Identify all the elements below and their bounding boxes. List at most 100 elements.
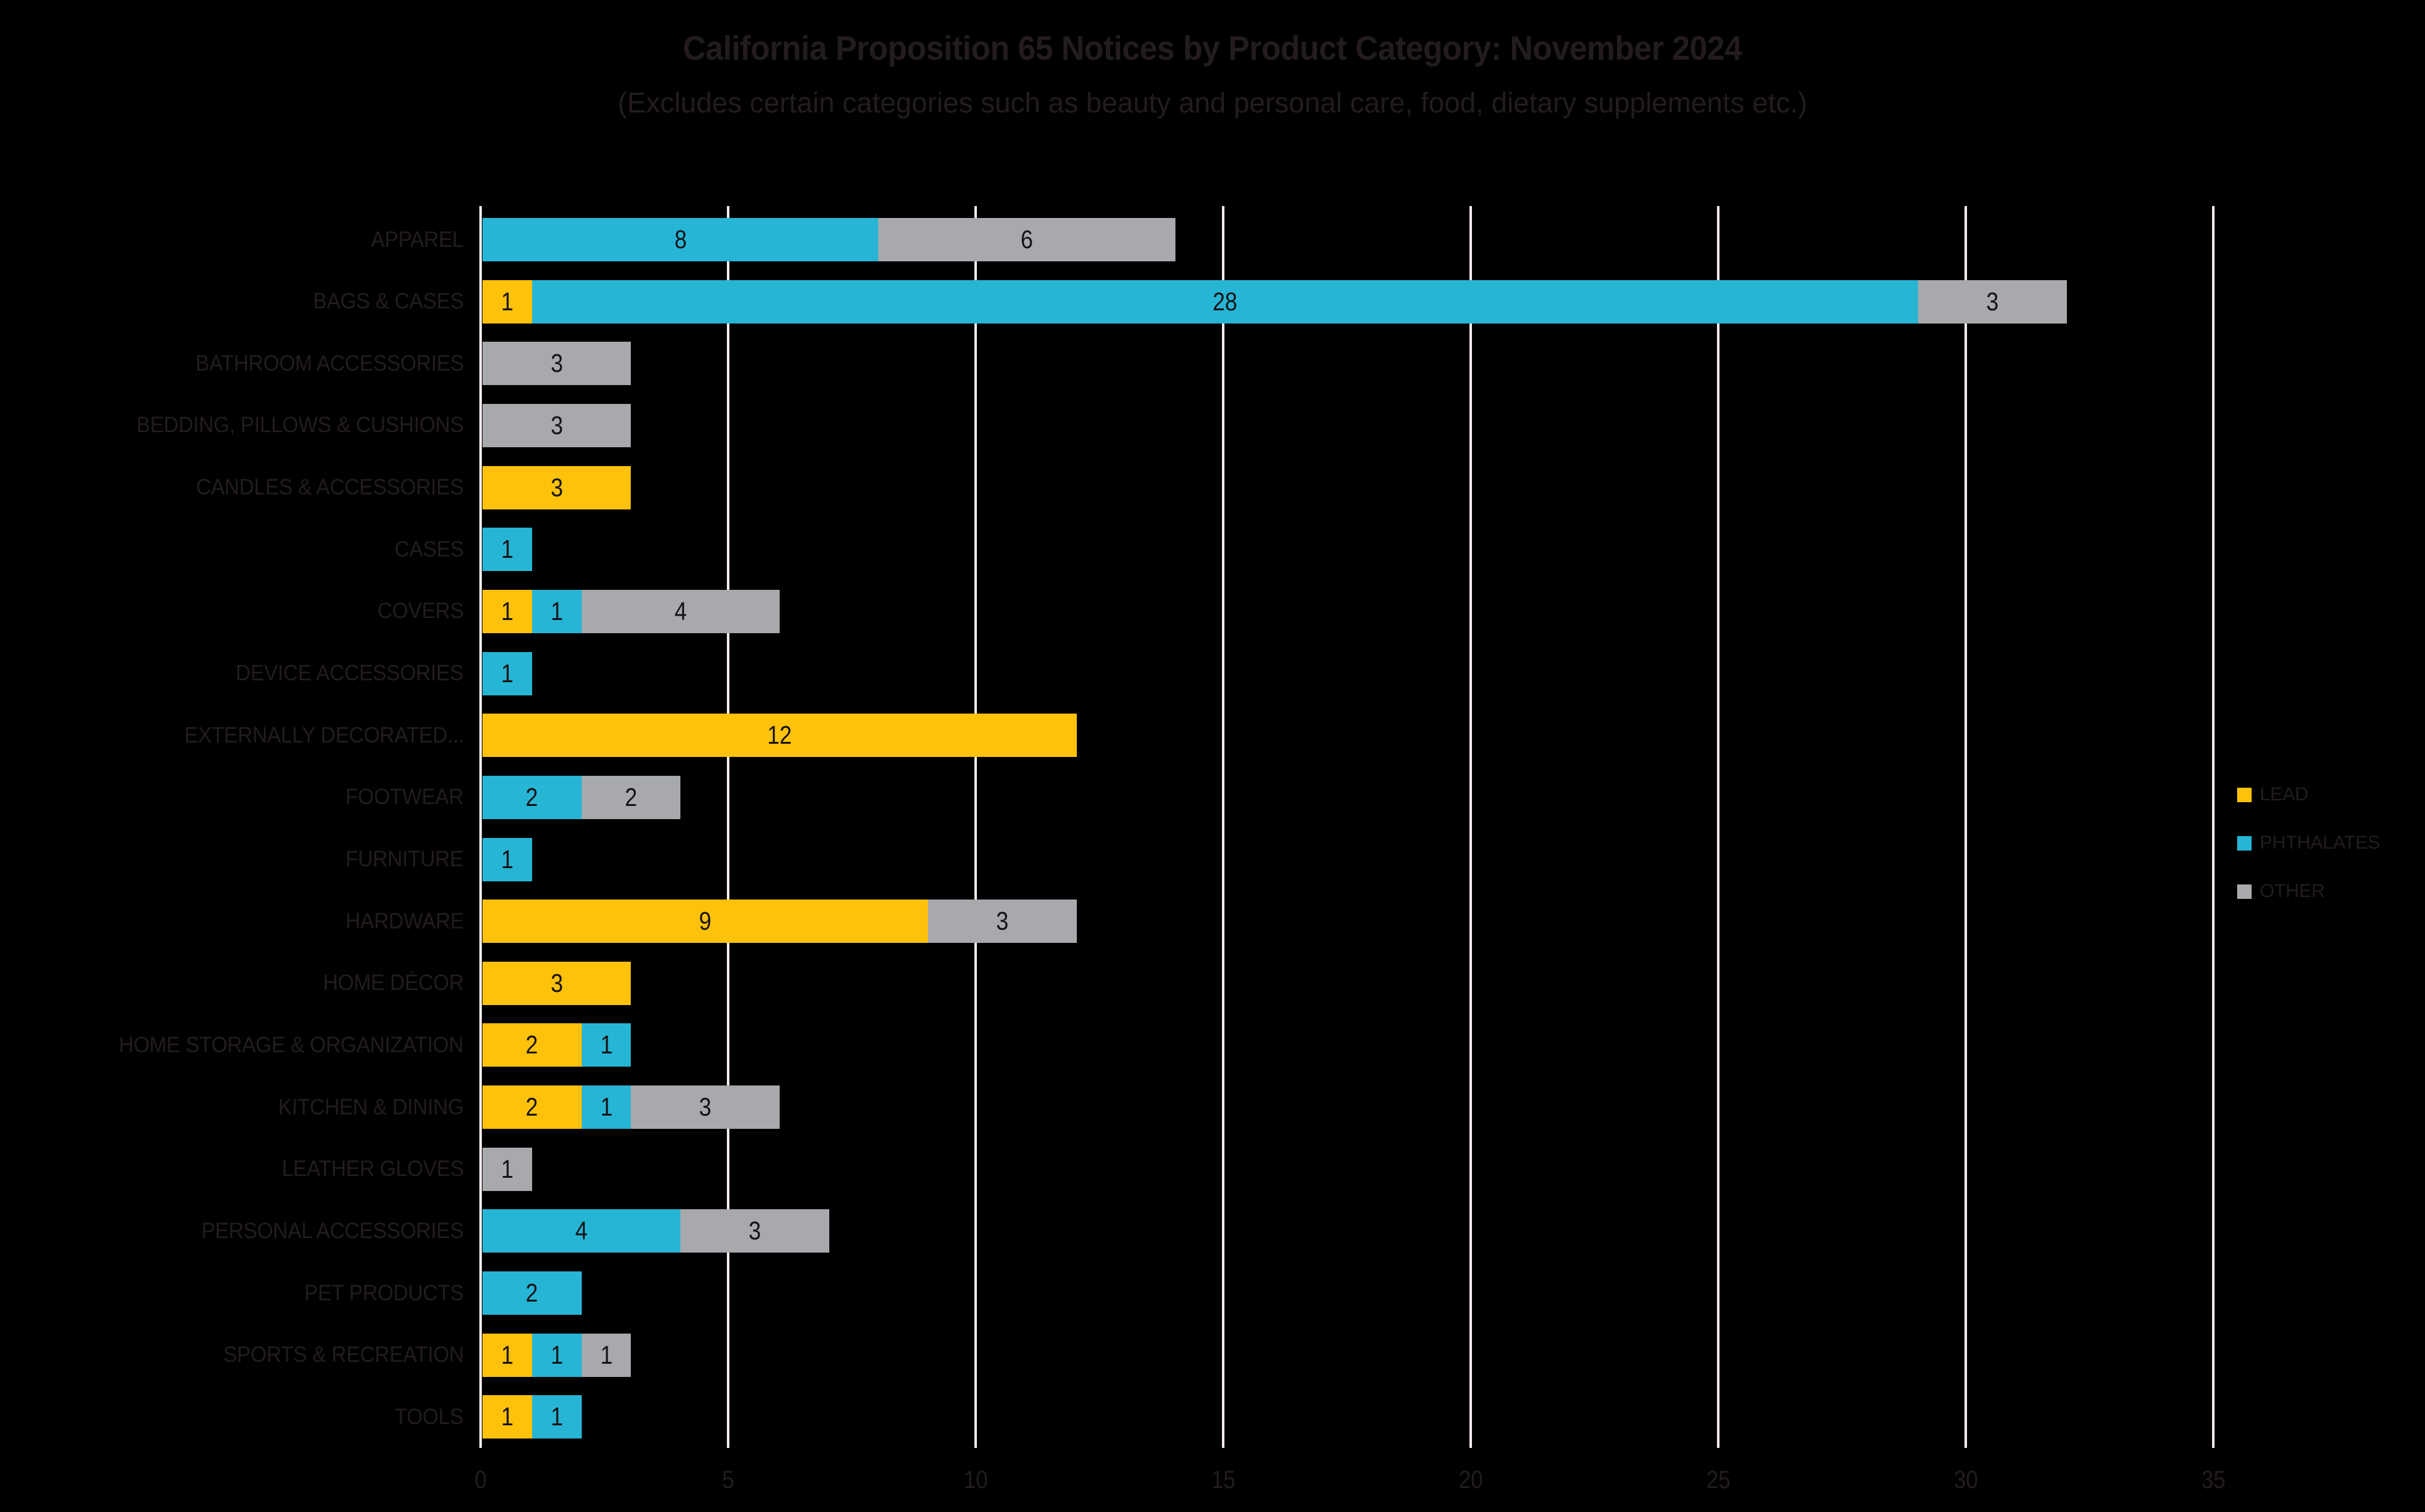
bar-segment-other: 4 — [581, 589, 780, 633]
category-label-text: BEDDING, PILLOWS & CUSHIONS — [136, 413, 464, 438]
bar-value-label: 1 — [600, 1340, 613, 1369]
category-label: APPAREL — [0, 227, 464, 252]
bar-segment-lead: 3 — [482, 465, 631, 509]
legend-label: OTHER — [2260, 881, 2325, 901]
bar-value-label: 4 — [575, 1216, 588, 1246]
bar-value-label: 1 — [501, 596, 514, 626]
x-axis-tick-label: 0 — [430, 1466, 531, 1494]
bar-value-label: 2 — [525, 1092, 538, 1122]
bar-value-label: 1 — [550, 1402, 563, 1432]
category-label-text: APPAREL — [371, 227, 464, 252]
category-label: COVERS — [0, 600, 464, 623]
category-label-text: TOOLS — [395, 1404, 464, 1429]
x-axis-tick-text: 30 — [1953, 1466, 1978, 1494]
bar-value-label: 3 — [996, 906, 1009, 936]
gridline — [1717, 206, 1719, 1448]
bar-segment-lead: 3 — [482, 961, 631, 1005]
category-label: CASES — [0, 538, 464, 561]
bar-value-label: 1 — [550, 1340, 563, 1369]
category-label: PET PRODUCTS — [0, 1280, 464, 1305]
bar-segment-other: 3 — [631, 1085, 780, 1129]
bar-segment-phthalates: 1 — [531, 1395, 582, 1439]
bar-segment-other: 3 — [680, 1209, 829, 1253]
bar-value-label: 1 — [600, 1030, 613, 1060]
bar-segment-other: 3 — [482, 342, 631, 386]
bar-value-label: 1 — [501, 535, 514, 564]
bar-value-label: 3 — [550, 472, 563, 502]
bar-segment-lead: 12 — [482, 714, 1077, 758]
category-label: HOME DÉCOR — [0, 972, 464, 994]
bar-value-label: 1 — [501, 1402, 514, 1432]
chart-subtitle: (Excludes certain categories such as bea… — [618, 87, 1807, 119]
bar-value-label: 12 — [767, 721, 792, 750]
bar-segment-phthalates: 2 — [482, 775, 582, 819]
bar-value-label: 1 — [501, 286, 514, 316]
legend-item-lead: LEAD — [2237, 783, 2308, 806]
gridline — [1965, 206, 1967, 1448]
bar-segment-phthalates: 1 — [531, 589, 582, 633]
x-axis-tick-text: 5 — [722, 1466, 734, 1494]
category-label: EXTERNALLY DECORATED... — [0, 724, 464, 747]
bar-value-label: 2 — [624, 782, 638, 812]
bar-value-label: 3 — [699, 1092, 712, 1122]
bar-segment-phthalates: 1 — [581, 1023, 631, 1067]
x-axis-tick-label: 10 — [925, 1466, 1026, 1494]
bar-value-label: 8 — [674, 225, 687, 254]
bar-segment-lead: 1 — [482, 1395, 532, 1439]
gridline — [727, 206, 729, 1448]
category-label-text: PET PRODUCTS — [304, 1280, 464, 1305]
bar-value-label: 1 — [501, 1340, 514, 1369]
category-label-text: PERSONAL ACCESSORIES — [201, 1218, 464, 1243]
bar-segment-phthalates: 4 — [482, 1209, 681, 1253]
bar-value-label: 2 — [525, 1278, 538, 1308]
bar-segment-lead: 1 — [482, 280, 532, 324]
category-label: KITCHEN & DINING — [0, 1096, 464, 1119]
bar-value-label: 1 — [501, 1154, 514, 1183]
bar-value-label: 9 — [699, 906, 712, 936]
bar-segment-phthalates: 1 — [482, 528, 532, 572]
category-label: HARDWARE — [0, 910, 464, 933]
x-axis-tick-text: 15 — [1211, 1466, 1236, 1494]
chart-title-text: California Proposition 65 Notices by Pro… — [683, 30, 1742, 67]
category-label: LEATHER GLOVES — [0, 1158, 464, 1180]
x-axis-tick-label: 15 — [1173, 1466, 1273, 1494]
gridline — [2212, 206, 2215, 1448]
legend-item-other: OTHER — [2237, 880, 2325, 903]
bar-value-label: 3 — [550, 968, 563, 998]
bar-segment-phthalates: 8 — [482, 218, 879, 261]
x-axis-tick-text: 10 — [963, 1466, 988, 1494]
x-axis-tick-text: 35 — [2201, 1466, 2226, 1494]
category-label-text: CASES — [394, 536, 464, 562]
category-label-text: EXTERNALLY DECORATED... — [183, 722, 464, 748]
category-label: TOOLS — [0, 1404, 464, 1429]
category-label-text: BAGS & CASES — [313, 289, 464, 314]
bar-segment-lead: 1 — [482, 589, 532, 633]
bar-segment-lead: 9 — [482, 900, 929, 944]
category-label-text: HARDWARE — [345, 908, 464, 933]
bar-segment-lead: 2 — [482, 1023, 582, 1067]
x-axis-tick-label: 30 — [1915, 1466, 2016, 1494]
legend-swatch-other — [2237, 884, 2252, 899]
bar-value-label: 3 — [550, 410, 563, 440]
legend-label: LEAD — [2260, 784, 2309, 805]
bar-segment-phthalates: 1 — [531, 1333, 582, 1377]
category-label-text: BATHROOM ACCESSORIES — [195, 351, 464, 376]
bar-value-label: 28 — [1212, 286, 1238, 316]
bar-segment-other: 3 — [928, 900, 1077, 944]
bar-value-label: 3 — [550, 349, 563, 378]
x-axis-tick-label: 35 — [2163, 1466, 2264, 1494]
category-label: BAGS & CASES — [0, 290, 464, 313]
category-label: PERSONAL ACCESSORIES — [0, 1218, 464, 1243]
chart-title: California Proposition 65 Notices by Pro… — [0, 29, 2425, 68]
bar-segment-other: 1 — [581, 1333, 631, 1377]
bar-value-label: 1 — [550, 596, 563, 626]
bar-segment-other: 3 — [482, 403, 631, 447]
category-label: BEDDING, PILLOWS & CUSHIONS — [0, 414, 464, 437]
category-label-text: SPORTS & RECREATION — [223, 1342, 464, 1368]
x-axis-tick-label: 5 — [678, 1466, 778, 1494]
bar-value-label: 1 — [600, 1092, 613, 1122]
category-label: SPORTS & RECREATION — [0, 1344, 464, 1366]
legend-swatch-phthalates — [2237, 835, 2252, 851]
legend-swatch-lead — [2237, 787, 2252, 802]
